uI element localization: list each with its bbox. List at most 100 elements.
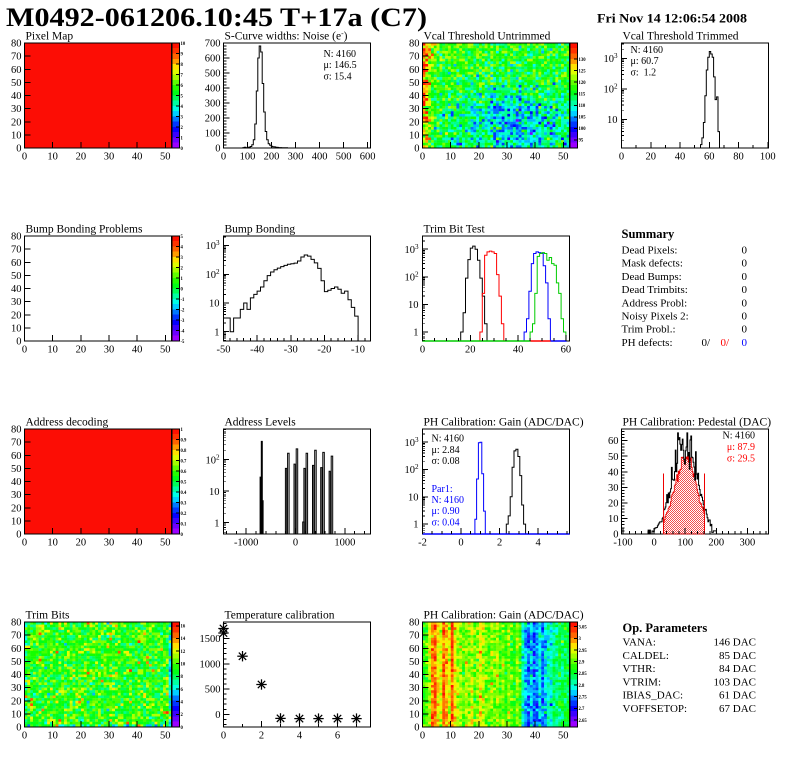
svg-text:100: 100 [677, 538, 693, 549]
svg-text:50: 50 [11, 657, 22, 668]
svg-text:μ: 87.9: μ: 87.9 [727, 442, 755, 453]
svg-text:60: 60 [11, 65, 22, 76]
svg-text:60: 60 [11, 451, 22, 462]
svg-text:50: 50 [160, 345, 171, 356]
svg-text:0: 0 [22, 152, 27, 163]
svg-text:500: 500 [205, 69, 221, 80]
svg-text:40: 40 [132, 152, 143, 163]
svg-text:20: 20 [76, 731, 87, 742]
svg-text:1: 1 [181, 277, 184, 282]
svg-text:30: 30 [11, 297, 22, 308]
svg-text:Par1:: Par1: [432, 484, 453, 495]
svg-text:0: 0 [458, 538, 463, 549]
svg-text:Dead Trimbits:: Dead Trimbits: [622, 284, 688, 296]
svg-text:7: 7 [181, 73, 184, 78]
svg-text:20: 20 [409, 117, 420, 128]
svg-text:-40: -40 [250, 345, 264, 356]
svg-text:600: 600 [205, 54, 221, 65]
svg-text:0: 0 [742, 284, 748, 296]
svg-text:60: 60 [11, 644, 22, 655]
svg-text:Vcal Threshold Untrimmed: Vcal Threshold Untrimmed [424, 31, 551, 43]
svg-text:2: 2 [181, 713, 184, 718]
svg-text:20: 20 [76, 152, 87, 163]
svg-text:-10: -10 [351, 345, 365, 356]
svg-text:100: 100 [579, 127, 587, 132]
svg-text:0.2: 0.2 [181, 512, 188, 517]
svg-text:-2: -2 [418, 538, 427, 549]
svg-text:σ: 0.04: σ: 0.04 [432, 517, 460, 528]
svg-text:500: 500 [336, 152, 352, 163]
svg-text:50: 50 [11, 271, 22, 282]
svg-text:50: 50 [558, 152, 569, 163]
svg-text:8: 8 [181, 675, 184, 680]
svg-text:S-Curve widths: Noise (e-): S-Curve widths: Noise (e-) [225, 29, 348, 43]
svg-text:0.7: 0.7 [181, 459, 188, 464]
svg-text:50: 50 [160, 538, 171, 549]
svg-text:60: 60 [11, 258, 22, 269]
svg-text:5: 5 [181, 235, 184, 240]
svg-text:10: 10 [47, 345, 58, 356]
svg-text:Fri Nov 14 12:06:54 2008: Fri Nov 14 12:06:54 2008 [597, 12, 747, 26]
svg-text:1: 1 [214, 518, 219, 529]
svg-text:2: 2 [497, 538, 502, 549]
svg-text:0: 0 [420, 152, 425, 163]
svg-text:4: 4 [181, 245, 184, 250]
svg-text:0: 0 [16, 723, 21, 734]
svg-text:Dead Pixels:: Dead Pixels: [622, 245, 678, 257]
svg-text:0: 0 [221, 152, 226, 163]
svg-text:60: 60 [561, 345, 572, 356]
svg-text:10: 10 [47, 538, 58, 549]
svg-text:0: 0 [181, 533, 184, 538]
svg-text:10: 10 [181, 42, 186, 47]
svg-text:20: 20 [474, 152, 485, 163]
svg-text:80: 80 [733, 152, 744, 163]
svg-text:0: 0 [16, 337, 21, 348]
svg-text:1500: 1500 [200, 634, 221, 645]
svg-text:1000: 1000 [200, 659, 221, 670]
svg-text:50: 50 [11, 78, 22, 89]
svg-text:300: 300 [739, 538, 755, 549]
svg-text:1: 1 [181, 136, 184, 141]
svg-text:40: 40 [530, 152, 541, 163]
svg-text:10: 10 [47, 731, 58, 742]
svg-text:0: 0 [742, 258, 748, 270]
svg-text:30: 30 [104, 152, 115, 163]
svg-text:40: 40 [132, 731, 143, 742]
svg-text:σ: 0.08: σ: 0.08 [432, 456, 460, 467]
svg-text:10: 10 [408, 300, 419, 311]
svg-text:0: 0 [742, 311, 748, 323]
svg-text:60: 60 [704, 152, 715, 163]
svg-text:80: 80 [11, 618, 22, 629]
svg-text:0.3: 0.3 [181, 501, 188, 506]
svg-text:0: 0 [652, 538, 657, 549]
svg-text:40: 40 [11, 477, 22, 488]
svg-text:200: 200 [205, 114, 221, 125]
svg-text:8: 8 [181, 63, 184, 68]
svg-text:400: 400 [205, 84, 221, 95]
svg-text:20: 20 [11, 696, 22, 707]
svg-text:4: 4 [181, 105, 184, 110]
svg-text:125: 125 [579, 69, 587, 74]
svg-text:2: 2 [259, 731, 264, 742]
svg-text:Address Levels: Address Levels [225, 417, 297, 429]
svg-text:μ: 2.84: μ: 2.84 [432, 445, 460, 456]
svg-text:Dead Bumps:: Dead Bumps: [622, 271, 682, 283]
svg-text:Trim Probl.:: Trim Probl.: [622, 324, 676, 336]
svg-text:-4: -4 [181, 329, 186, 334]
svg-text:120: 120 [579, 81, 587, 86]
svg-text:0: 0 [414, 144, 419, 155]
svg-text:20: 20 [465, 345, 476, 356]
svg-text:0.8: 0.8 [181, 449, 188, 454]
svg-text:10: 10 [445, 152, 456, 163]
svg-text:N: 4160: N: 4160 [324, 49, 357, 60]
svg-text:0: 0 [742, 337, 748, 349]
svg-text:0.4: 0.4 [181, 491, 188, 496]
svg-text:100: 100 [240, 152, 256, 163]
svg-text:Noisy Pixels 2:: Noisy Pixels 2: [622, 311, 689, 323]
svg-text:9: 9 [181, 52, 184, 57]
svg-text:30: 30 [104, 345, 115, 356]
svg-text:0: 0 [215, 710, 220, 721]
svg-text:300: 300 [205, 99, 221, 110]
svg-text:1: 1 [413, 520, 418, 531]
svg-text:0: 0 [293, 538, 298, 549]
